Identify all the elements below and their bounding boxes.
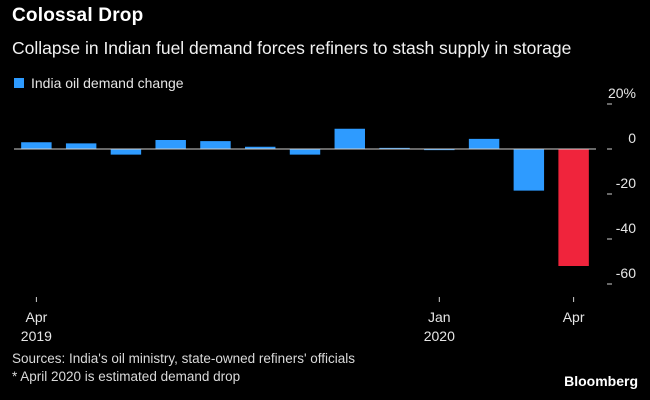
bar-nov-2019 bbox=[334, 128, 365, 149]
bar-aug-2019 bbox=[200, 141, 231, 149]
x-tick-year-label: 2020 bbox=[424, 328, 455, 344]
x-tick-label: Apr bbox=[563, 309, 585, 325]
y-tick-label: 0 bbox=[628, 130, 636, 146]
legend-swatch bbox=[14, 78, 24, 88]
footnote-line: * April 2020 is estimated demand drop bbox=[12, 369, 241, 384]
chart-title: Colossal Drop bbox=[12, 5, 144, 26]
y-tick-label: 20% bbox=[608, 85, 636, 101]
bloomberg-logo: Bloomberg bbox=[564, 373, 638, 389]
x-tick-label: Jan bbox=[428, 309, 451, 325]
bar-feb-2020 bbox=[468, 138, 500, 149]
legend-label: India oil demand change bbox=[31, 75, 184, 91]
y-tick-label: -60 bbox=[616, 265, 636, 281]
bar-jun-2019 bbox=[110, 149, 142, 155]
x-tick-year-label: 2019 bbox=[21, 328, 52, 344]
y-axis: 20% 0 -20 -40 -60 bbox=[607, 85, 636, 285]
bar-mar-2020 bbox=[513, 149, 545, 191]
bar-apr-2020 bbox=[558, 149, 589, 266]
source-note: Sources: India's oil ministry, state-own… bbox=[12, 350, 355, 386]
bar-oct-2019 bbox=[289, 149, 321, 155]
bar-dec-2019 bbox=[379, 147, 410, 149]
bar-jan-2020 bbox=[424, 149, 455, 151]
source-line: Sources: India's oil ministry, state-own… bbox=[12, 351, 356, 366]
y-tick-label: -20 bbox=[616, 175, 636, 191]
chart-subtitle: Collapse in Indian fuel demand forces re… bbox=[12, 38, 572, 58]
bar-may-2019 bbox=[65, 143, 97, 149]
bars-group bbox=[21, 128, 589, 266]
x-axis: Apr 2019 Jan 2020 Apr bbox=[21, 297, 585, 344]
x-tick-label: Apr bbox=[25, 309, 47, 325]
bar-sep-2019 bbox=[245, 146, 276, 149]
bar-apr-2019 bbox=[21, 142, 52, 149]
legend: India oil demand change bbox=[14, 75, 184, 91]
bar-jul-2019 bbox=[155, 140, 186, 149]
y-tick-label: -40 bbox=[616, 220, 636, 236]
